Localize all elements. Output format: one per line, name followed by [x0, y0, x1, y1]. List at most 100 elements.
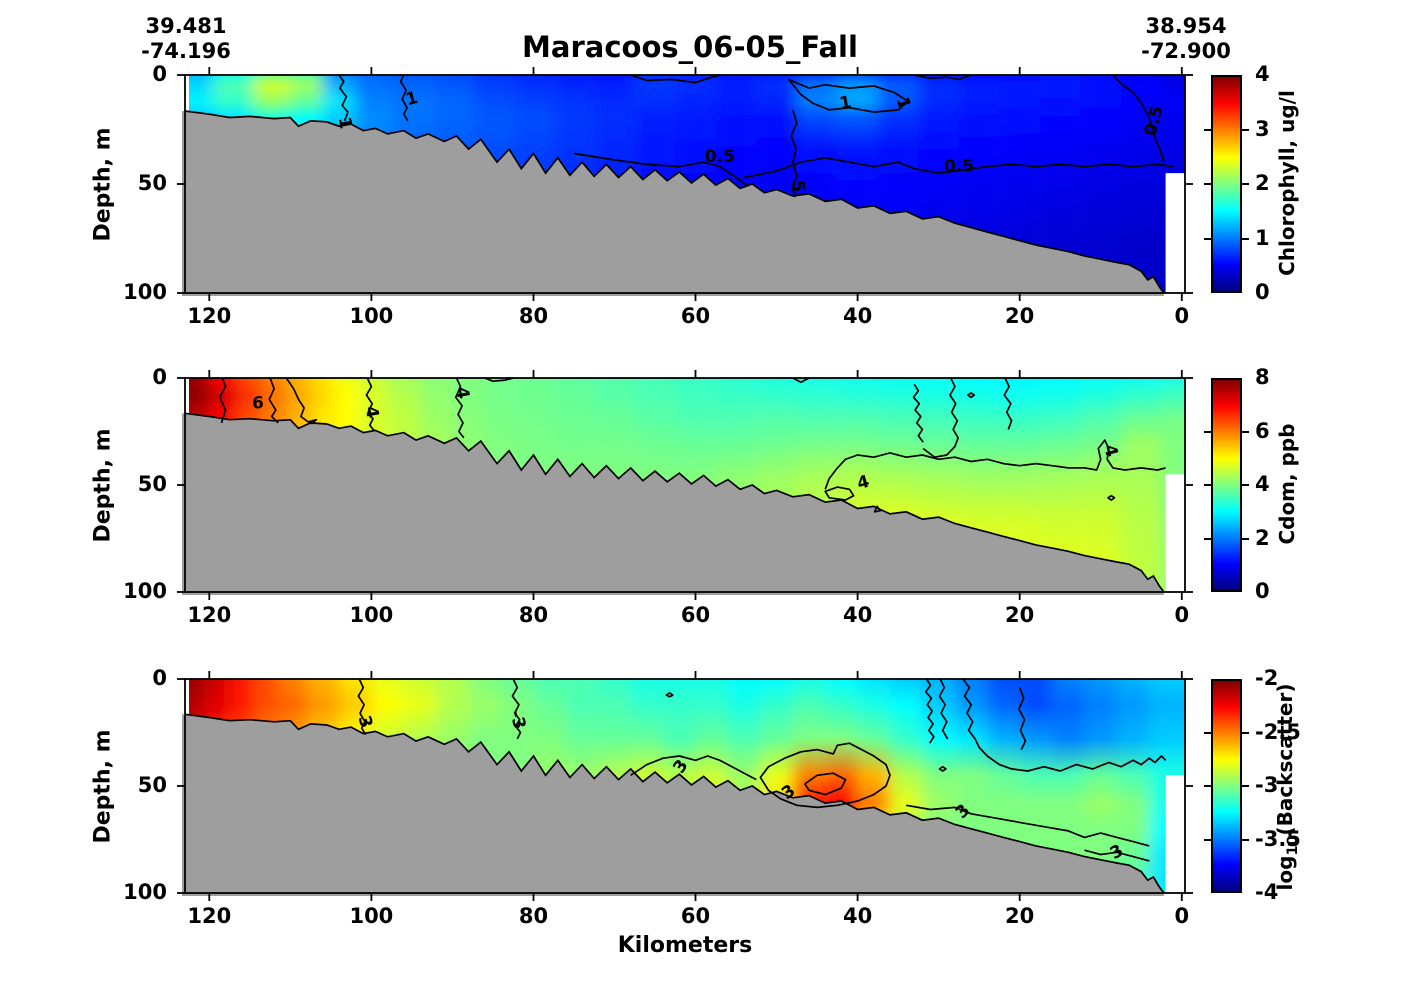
x-tick-label: 60: [680, 904, 711, 928]
y-tick-label: 0: [152, 365, 167, 389]
colorbar-tick-label: 4: [1255, 62, 1270, 86]
colorbar-tick: [1204, 183, 1211, 185]
transect-start-coordinates: 39.481 -74.196: [96, 14, 276, 64]
contour-line: [511, 678, 522, 740]
contour-line: [365, 377, 375, 431]
start-latitude: 39.481: [145, 14, 227, 38]
contour-line: [1003, 377, 1013, 430]
contour-line: [573, 152, 749, 187]
colorbar-tick-label: 4: [1255, 472, 1270, 496]
contour-line: [665, 692, 674, 698]
seafloor: [182, 714, 1164, 896]
colorbar-tick-label: -2: [1255, 666, 1279, 690]
contour-label: 4: [855, 472, 872, 494]
contour-label: 0.5: [705, 147, 735, 167]
contour-line: [914, 74, 972, 81]
y-tick-label: 0: [152, 62, 167, 86]
contour-line: [268, 377, 279, 424]
colorbar-tick: [1204, 537, 1211, 540]
y-tick-label: 100: [123, 880, 167, 904]
contour-label: 1: [404, 88, 421, 110]
colorbar-tick: [1242, 484, 1249, 486]
colorbar-tick-label: -3.5: [1255, 826, 1301, 851]
contour-line: [1112, 74, 1165, 163]
x-tick-label: 120: [187, 603, 232, 627]
y-tick-label: 100: [123, 280, 167, 304]
contour-line: [630, 74, 721, 84]
x-tick-label: 100: [349, 304, 394, 328]
x-tick-label: 0: [1174, 603, 1190, 627]
contour-line: [1018, 687, 1027, 750]
depth-axis-label-chlorophyll: Depth, m: [90, 127, 116, 242]
y-tick-label: 50: [137, 773, 167, 797]
cdom-colorbar-title: Cdom, ppb: [1275, 423, 1299, 545]
chlorophyll-colorbar-title: Chlorophyll, ug/l: [1275, 90, 1299, 276]
contour-line: [744, 156, 1174, 179]
colorbar-tick-label: -2.5: [1255, 719, 1301, 744]
x-tick-label: 40: [842, 904, 873, 928]
seafloor-outline: [184, 412, 1165, 593]
contour-label: 1: [892, 95, 914, 112]
colorbar-tick: [1204, 484, 1211, 486]
seafloor-outline: [184, 713, 1165, 894]
contour-line: [966, 392, 976, 399]
x-tick-label: 100: [349, 904, 394, 928]
colorbar-tick-label: -3: [1255, 773, 1279, 797]
colorbar-tick-label: 3: [1255, 116, 1270, 141]
contour-label: 4: [361, 405, 383, 420]
depth-axis-label-cdom: Depth, m: [90, 428, 116, 543]
contour-label: 3: [354, 713, 376, 730]
colorbar-tick: [1204, 237, 1211, 240]
contour-line: [824, 439, 1166, 490]
contour-label: 6: [252, 394, 264, 414]
contour-label: -3: [505, 708, 529, 731]
x-tick-label: 80: [518, 904, 549, 928]
backscatter-colorbar: [1211, 679, 1242, 893]
y-tick-label: 0: [152, 666, 167, 690]
colorbar-tick: [1204, 838, 1211, 841]
kilometers-axis-label: Kilometers: [617, 933, 753, 958]
colorbar-tick-label: 6: [1255, 418, 1270, 443]
contour-line: [938, 765, 947, 772]
x-tick-label: 40: [842, 304, 873, 328]
contour-line: [454, 377, 465, 439]
end-latitude: 38.954: [1145, 14, 1227, 38]
contour-line: [285, 377, 318, 425]
colorbar-tick: [1242, 537, 1249, 540]
colorbar-tick: [1242, 785, 1249, 787]
contour-line: [787, 78, 909, 113]
contour-label: 5: [787, 179, 808, 193]
chlorophyll-colorbar: [1211, 75, 1242, 293]
colorbar-tick-label: 2: [1255, 171, 1270, 195]
contour-line: [630, 755, 757, 781]
contour-line: [399, 74, 409, 122]
x-tick-label: 60: [680, 603, 711, 627]
x-tick-label: 120: [187, 904, 232, 928]
x-tick-label: 120: [187, 304, 232, 328]
contour-line: [804, 772, 847, 796]
seafloor-outline: [184, 110, 1165, 294]
figure-title: Maracoos_06-05_Fall: [522, 30, 858, 64]
contour-line: [1107, 494, 1116, 501]
colorbar-tick: [1242, 731, 1249, 734]
colorbar-tick-label: 0: [1255, 280, 1270, 304]
contour-label: 0.5: [944, 157, 974, 177]
x-tick-label: 20: [1005, 904, 1035, 928]
colorbar-tick: [1204, 785, 1211, 787]
colorbar-tick-label: 2: [1255, 525, 1270, 550]
colorbar-tick-label: -4: [1255, 880, 1279, 904]
cdom-colorbar: [1211, 378, 1242, 592]
colorbar-tick: [1204, 128, 1211, 131]
x-tick-label: 80: [518, 603, 549, 627]
colorbar-tick: [1242, 430, 1249, 433]
colorbar-tick: [1242, 237, 1249, 240]
y-tick-label: 100: [123, 579, 167, 603]
x-tick-label: 60: [680, 304, 711, 328]
contour-line: [790, 109, 798, 198]
contour-line: [759, 742, 891, 809]
x-tick-label: 20: [1005, 304, 1035, 328]
colorbar-tick: [1242, 128, 1249, 131]
colorbar-tick: [1242, 838, 1249, 841]
